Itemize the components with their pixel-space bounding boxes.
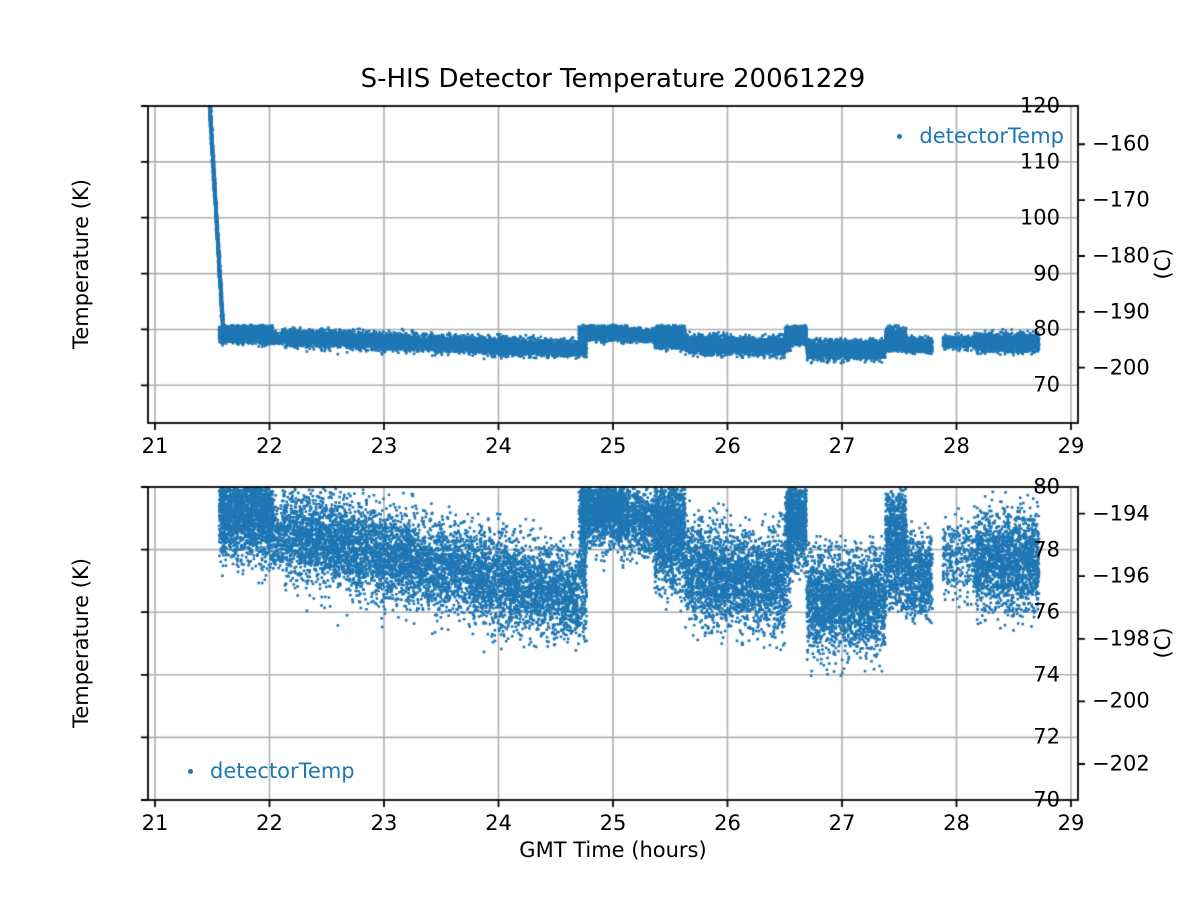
x-tick-label: 21 <box>141 811 169 835</box>
x-tick-label: 27 <box>828 811 856 835</box>
top-y-axis-label-left: Temperature (K) <box>69 179 93 349</box>
x-tick-label: 26 <box>714 811 741 835</box>
x-tick-label: 25 <box>599 434 627 458</box>
y-tick-label-right: −180 <box>1092 243 1150 268</box>
y-tick-label-left: 90 <box>1033 261 1060 286</box>
y-tick-label-left: 78 <box>1033 537 1060 562</box>
legend-bottom: detectorTemp <box>188 758 355 784</box>
legend-marker-dot-icon <box>897 133 903 139</box>
y-tick-label-right: −196 <box>1092 563 1150 588</box>
x-tick-label: 24 <box>485 434 512 458</box>
y-tick-label-right: −170 <box>1092 187 1150 212</box>
y-tick-label-right: −200 <box>1092 688 1150 713</box>
y-tick-label-left: 70 <box>1033 787 1060 812</box>
x-tick-label: 25 <box>599 811 627 835</box>
bottom-y-axis-label-right: (C) <box>1151 627 1175 659</box>
x-tick-label: 28 <box>943 434 970 458</box>
y-tick-label-right: −202 <box>1092 751 1150 776</box>
y-tick-label-left: 110 <box>1019 149 1060 174</box>
y-tick-label-right: −190 <box>1092 299 1150 324</box>
bottom-y-axis-label-left: Temperature (K) <box>69 558 93 728</box>
y-tick-label-right: −194 <box>1092 501 1150 526</box>
x-tick-label: 23 <box>370 811 398 835</box>
x-tick-label: 21 <box>141 434 169 458</box>
y-tick-label-left: 120 <box>1019 93 1060 118</box>
y-tick-label-left: 80 <box>1033 316 1060 341</box>
legend-top: detectorTemp <box>897 123 1064 149</box>
x-tick-label: 29 <box>1057 811 1085 835</box>
x-tick-label: 29 <box>1057 434 1085 458</box>
y-tick-label-left: 76 <box>1033 599 1060 624</box>
x-tick-label: 23 <box>370 434 398 458</box>
top-y-axis-label-right: (C) <box>1151 248 1175 280</box>
bottom-axes-plot-area <box>148 487 1078 800</box>
x-axis-label: GMT Time (hours) <box>519 838 707 862</box>
x-tick-label: 27 <box>828 434 856 458</box>
legend-label: detectorTemp <box>210 759 355 783</box>
y-tick-label-left: 70 <box>1033 372 1060 397</box>
y-tick-label-right: −198 <box>1092 626 1150 651</box>
legend-marker-dot-icon <box>188 768 193 774</box>
x-tick-label: 22 <box>256 811 283 835</box>
y-tick-label-left: 72 <box>1033 724 1060 749</box>
x-tick-label: 24 <box>485 811 512 835</box>
y-tick-label-left: 74 <box>1033 662 1060 687</box>
y-tick-label-left: 100 <box>1019 205 1060 230</box>
y-tick-label-right: −200 <box>1092 355 1150 380</box>
y-tick-label-left: 80 <box>1033 474 1060 499</box>
chart-title: S-HIS Detector Temperature 20061229 <box>360 64 866 94</box>
x-tick-label: 28 <box>943 811 970 835</box>
y-tick-label-right: −160 <box>1092 131 1150 156</box>
x-tick-label: 26 <box>714 434 741 458</box>
x-tick-label: 22 <box>256 434 283 458</box>
top-axes-plot-area <box>148 106 1078 423</box>
legend-label: detectorTemp <box>919 124 1064 148</box>
